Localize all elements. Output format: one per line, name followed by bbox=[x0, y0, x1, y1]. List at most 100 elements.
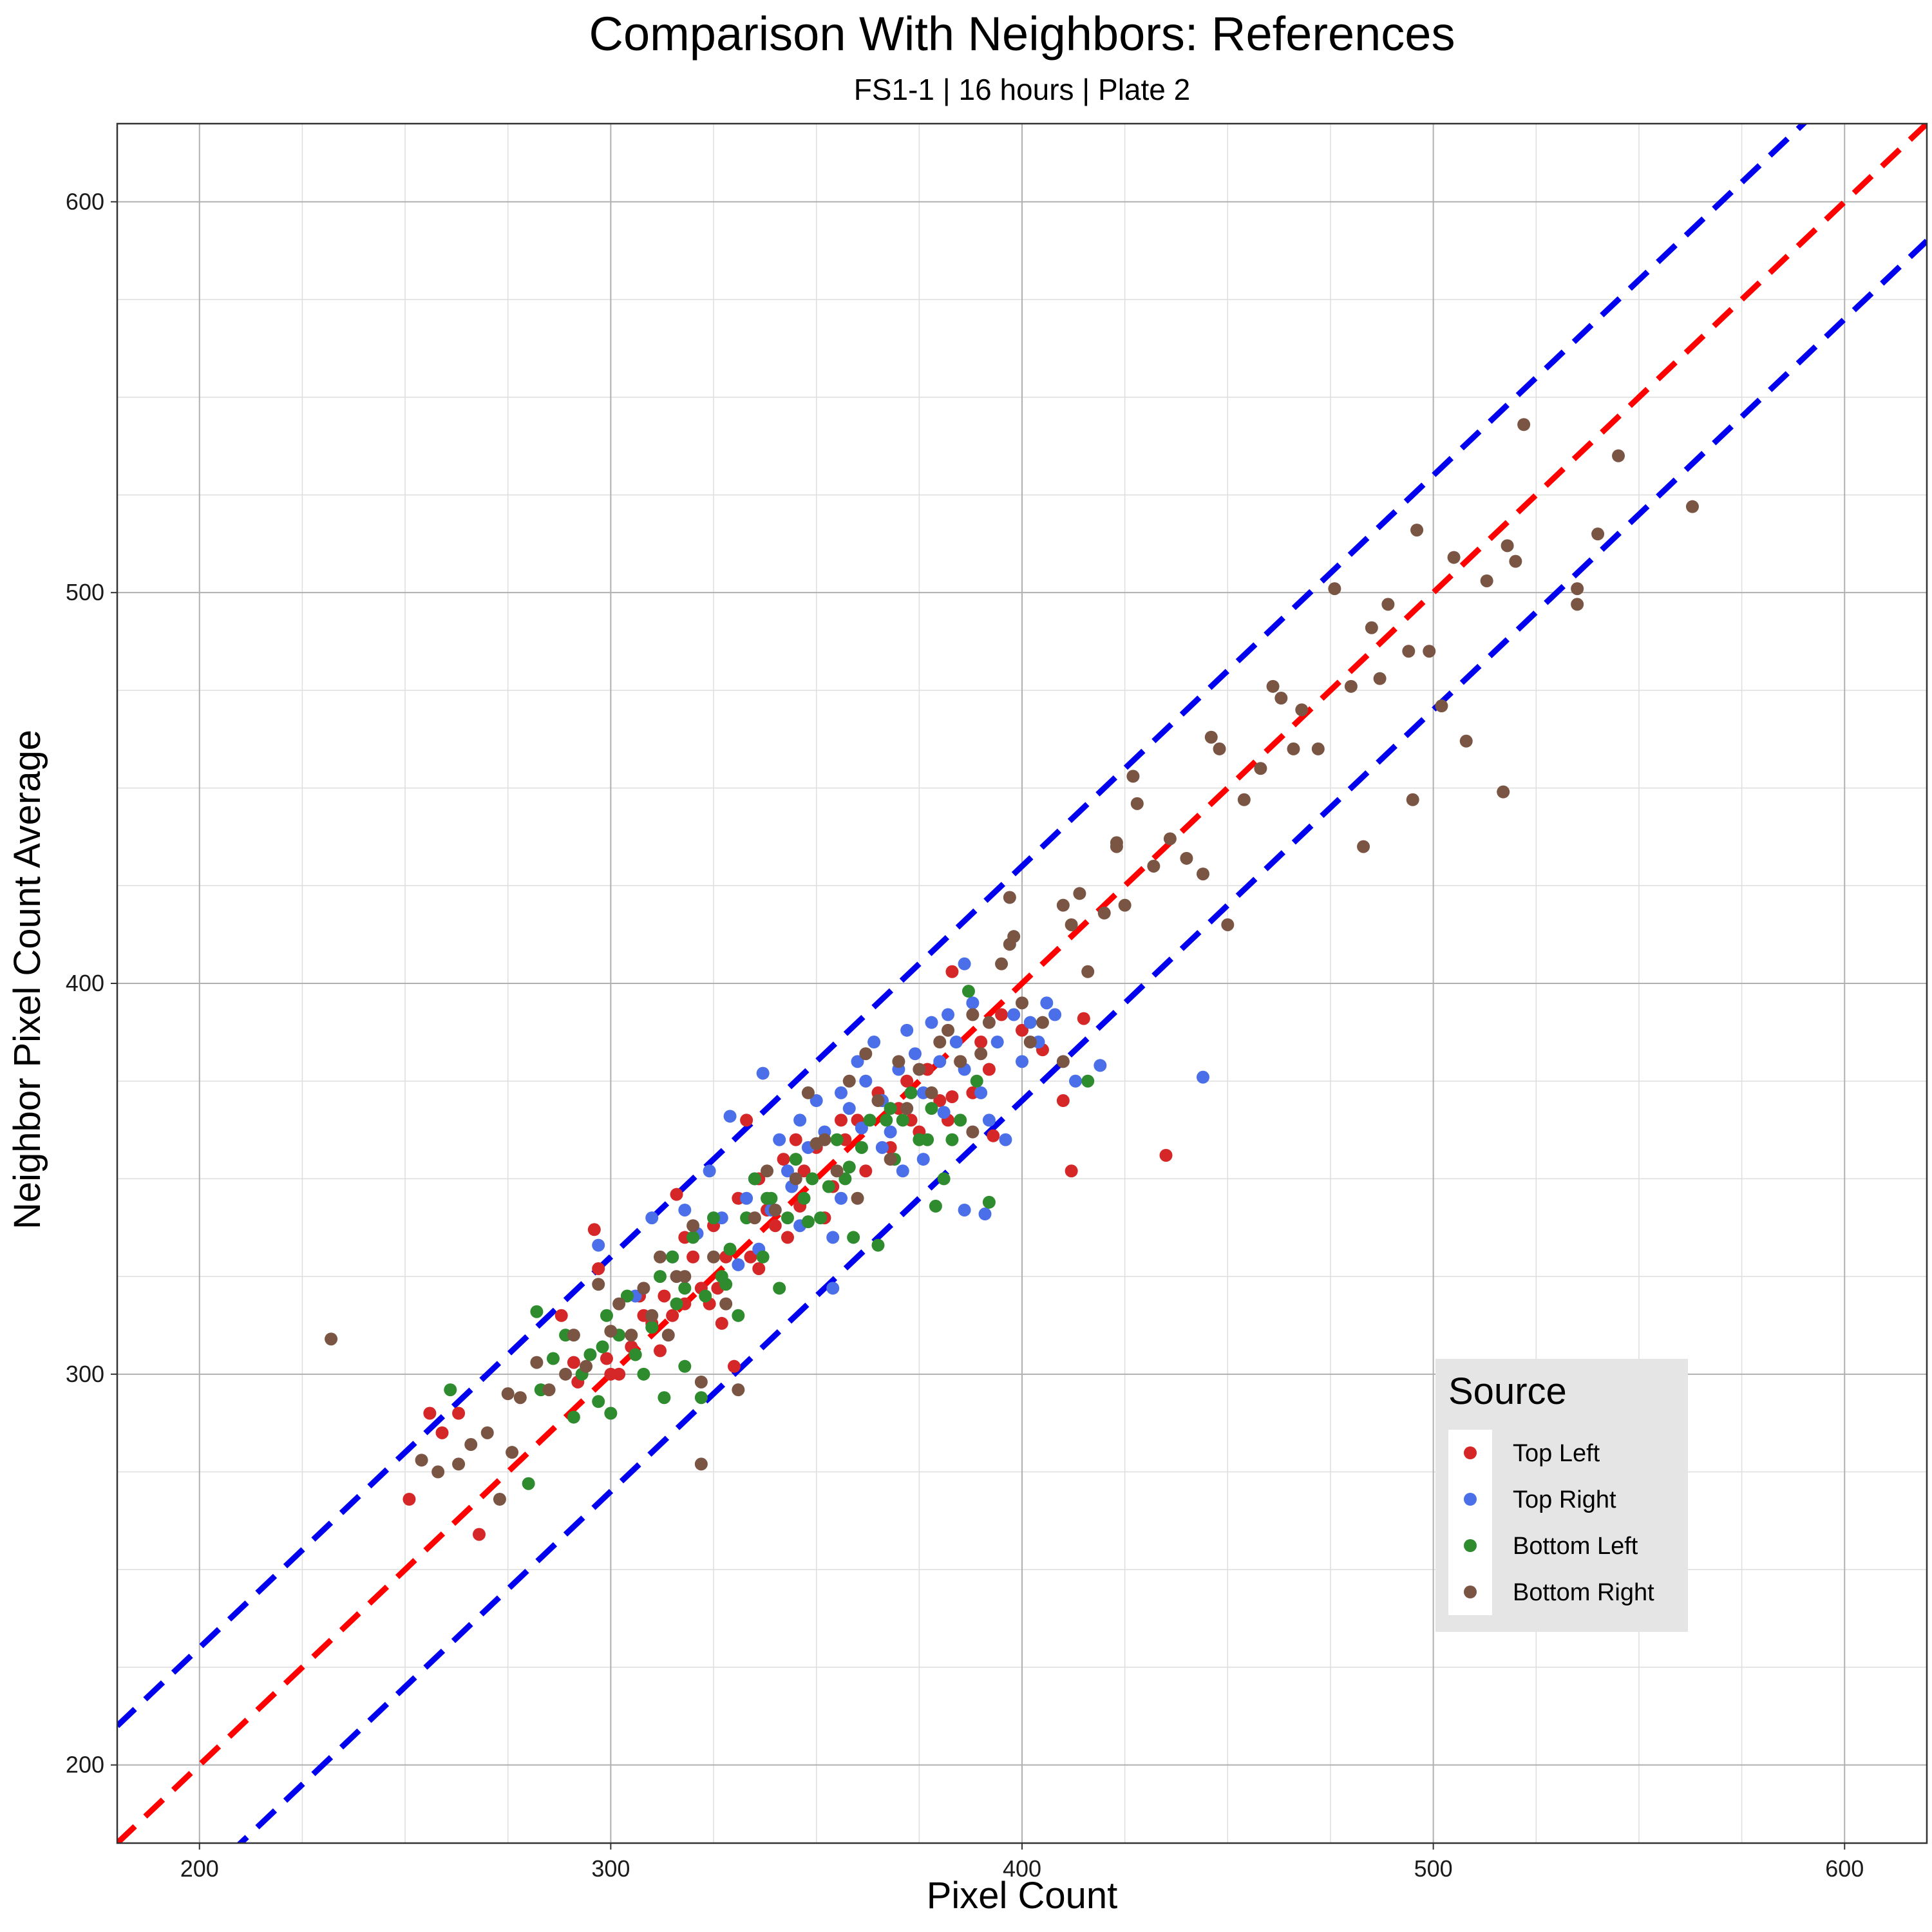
data-point bbox=[678, 1282, 692, 1295]
data-point bbox=[1163, 832, 1177, 846]
data-point bbox=[703, 1164, 716, 1178]
data-point bbox=[925, 1102, 938, 1115]
data-point bbox=[842, 1160, 856, 1174]
data-point bbox=[699, 1289, 712, 1303]
data-point bbox=[592, 1238, 605, 1252]
data-point bbox=[974, 1047, 988, 1061]
y-tick-label: 200 bbox=[66, 1752, 104, 1778]
data-point bbox=[1365, 621, 1378, 634]
data-point bbox=[559, 1367, 573, 1381]
data-point bbox=[908, 1047, 922, 1061]
x-axis-title: Pixel Count bbox=[927, 1875, 1118, 1917]
data-point bbox=[645, 1309, 659, 1322]
data-point bbox=[756, 1250, 770, 1264]
data-point bbox=[942, 1008, 955, 1021]
data-point bbox=[1069, 1074, 1083, 1088]
data-point bbox=[933, 1036, 947, 1049]
data-point bbox=[1118, 898, 1132, 912]
data-point bbox=[913, 1063, 926, 1076]
data-point bbox=[654, 1344, 667, 1358]
data-point bbox=[966, 1008, 980, 1021]
data-point bbox=[694, 1375, 708, 1388]
data-point bbox=[830, 1133, 844, 1146]
data-point bbox=[435, 1426, 449, 1439]
data-point bbox=[596, 1340, 609, 1354]
data-point bbox=[966, 996, 980, 1010]
data-point bbox=[761, 1164, 774, 1178]
data-point bbox=[325, 1332, 338, 1346]
data-point bbox=[773, 1133, 786, 1146]
data-point bbox=[493, 1493, 506, 1506]
data-point bbox=[1311, 742, 1325, 755]
data-point bbox=[1406, 793, 1419, 806]
data-point bbox=[875, 1141, 889, 1154]
data-point bbox=[580, 1359, 593, 1373]
data-point bbox=[1159, 1149, 1173, 1162]
data-point bbox=[958, 957, 971, 971]
data-point bbox=[1126, 770, 1140, 783]
data-point bbox=[1571, 582, 1584, 596]
data-point bbox=[707, 1250, 721, 1264]
data-point bbox=[522, 1477, 535, 1490]
y-tick-label: 600 bbox=[66, 188, 104, 214]
data-point bbox=[1328, 582, 1341, 596]
data-point bbox=[974, 1086, 988, 1099]
data-point bbox=[801, 1086, 815, 1099]
legend-label: Bottom Right bbox=[1513, 1579, 1654, 1606]
data-point bbox=[1056, 898, 1070, 912]
data-point bbox=[867, 1036, 881, 1049]
data-point bbox=[793, 1113, 807, 1127]
data-point bbox=[1266, 679, 1280, 693]
data-point bbox=[1447, 551, 1461, 564]
data-point bbox=[859, 1074, 873, 1088]
data-point bbox=[1056, 1094, 1070, 1108]
x-tick-label: 200 bbox=[180, 1855, 219, 1882]
data-point bbox=[1480, 574, 1493, 587]
data-point bbox=[740, 1191, 753, 1205]
data-point bbox=[567, 1410, 580, 1424]
legend-entry: Bottom Left bbox=[1448, 1522, 1638, 1569]
data-point bbox=[587, 1223, 601, 1236]
data-point bbox=[604, 1406, 618, 1420]
data-point bbox=[431, 1465, 445, 1479]
reference-line-1 bbox=[117, 124, 1808, 1728]
data-point bbox=[1007, 1008, 1021, 1021]
data-point bbox=[583, 1348, 597, 1361]
data-point bbox=[1036, 1016, 1049, 1029]
data-point bbox=[801, 1215, 815, 1229]
data-point bbox=[942, 1023, 955, 1037]
data-point bbox=[835, 1191, 848, 1205]
data-point bbox=[982, 1063, 996, 1076]
data-point bbox=[715, 1316, 728, 1330]
data-point bbox=[958, 1203, 971, 1217]
y-axis-ticks: 200 300 400 500 600 bbox=[66, 188, 117, 1778]
data-point bbox=[1357, 840, 1370, 853]
data-point bbox=[423, 1406, 437, 1420]
reference-lines bbox=[117, 124, 1927, 1843]
data-point bbox=[1497, 785, 1510, 799]
data-point bbox=[1040, 996, 1054, 1010]
data-point bbox=[768, 1219, 782, 1233]
data-point bbox=[1221, 918, 1235, 931]
data-point bbox=[444, 1383, 457, 1397]
data-point bbox=[954, 1113, 967, 1127]
y-axis-title: Neighbor Pixel Count Average bbox=[6, 730, 48, 1229]
data-point bbox=[1517, 418, 1531, 431]
data-point bbox=[670, 1297, 683, 1311]
data-point bbox=[637, 1282, 650, 1295]
data-point bbox=[687, 1231, 700, 1244]
data-point bbox=[982, 1113, 996, 1127]
data-point bbox=[1204, 730, 1218, 744]
data-point bbox=[1065, 1164, 1078, 1178]
data-point bbox=[612, 1297, 626, 1311]
data-point bbox=[768, 1203, 782, 1217]
data-point bbox=[1016, 996, 1028, 1010]
data-point bbox=[1381, 598, 1395, 611]
data-point bbox=[773, 1282, 786, 1295]
data-point bbox=[892, 1055, 905, 1068]
data-point bbox=[530, 1356, 544, 1369]
data-point bbox=[1110, 836, 1123, 849]
data-point bbox=[797, 1164, 811, 1178]
data-point bbox=[949, 1036, 963, 1049]
